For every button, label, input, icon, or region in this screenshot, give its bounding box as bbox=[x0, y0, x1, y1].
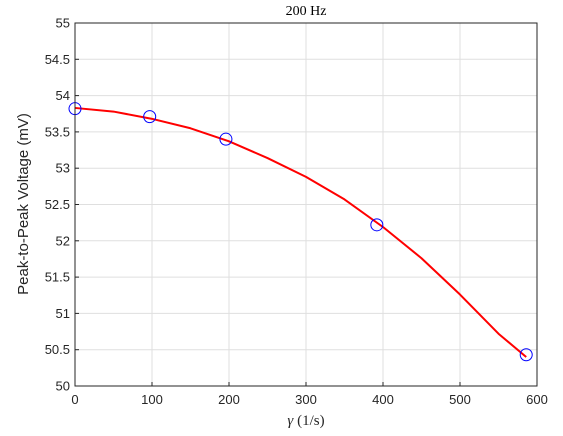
chart-title: 200 Hz bbox=[286, 4, 327, 19]
x-tick-labels: 0 100 200 300 400 500 600 bbox=[71, 392, 547, 407]
y-tick-label: 54.5 bbox=[45, 52, 70, 67]
y-tick-label: 50.5 bbox=[45, 342, 70, 357]
y-tick-label: 52.5 bbox=[45, 197, 70, 212]
data-point-marker bbox=[519, 348, 533, 362]
x-tick-label: 600 bbox=[526, 392, 548, 407]
y-tick-label: 54 bbox=[56, 88, 70, 103]
x-axis-label: γ (1/s) bbox=[287, 413, 324, 429]
x-tick-label: 0 bbox=[71, 392, 78, 407]
x-tick-label: 400 bbox=[372, 392, 394, 407]
data-point-marker bbox=[219, 132, 233, 146]
y-axis-label: Peak-to-Peak Voltage (mV) bbox=[15, 113, 32, 295]
y-tick-label: 52 bbox=[56, 233, 70, 248]
y-tick-label: 51.5 bbox=[45, 270, 70, 285]
fit-curve-layer bbox=[74, 106, 527, 358]
fit-curve-line bbox=[74, 106, 527, 358]
x-axis-unit: (1/s) bbox=[293, 413, 324, 429]
tick-marks bbox=[74, 22, 538, 387]
x-tick-label: 300 bbox=[295, 392, 317, 407]
x-axis-symbol: γ bbox=[287, 413, 294, 429]
x-tick-label: 200 bbox=[218, 392, 240, 407]
x-tick-label: 100 bbox=[141, 392, 163, 407]
y-tick-label: 55 bbox=[56, 16, 70, 31]
y-tick-label: 50 bbox=[56, 379, 70, 394]
y-tick-labels: 50 50.5 51 51.5 52 52.5 53 53.5 54 54.5 55 bbox=[45, 16, 70, 394]
data-point-marker bbox=[370, 218, 384, 232]
x-tick-label: 500 bbox=[449, 392, 471, 407]
y-tick-label: 53.5 bbox=[45, 124, 70, 139]
data-point-marker bbox=[143, 110, 157, 124]
y-tick-label: 51 bbox=[56, 306, 70, 321]
y-tick-label: 53 bbox=[56, 161, 70, 176]
